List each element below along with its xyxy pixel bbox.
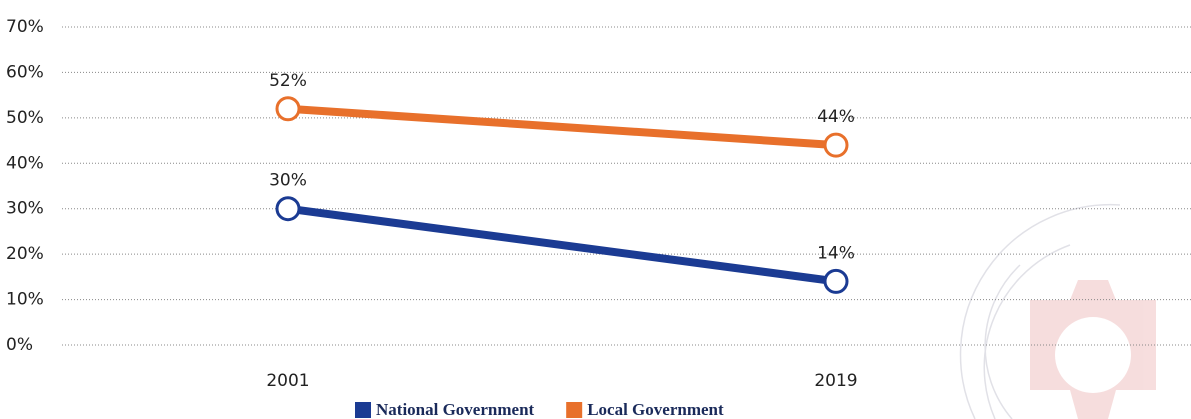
y-tick-label: 70% xyxy=(6,17,44,37)
y-tick-label: 20% xyxy=(6,244,44,264)
legend-label: National Government xyxy=(376,400,535,419)
y-tick-label: 30% xyxy=(6,199,44,219)
data-label: 30% xyxy=(269,171,307,191)
data-label: 14% xyxy=(817,243,855,263)
data-label: 52% xyxy=(269,71,307,91)
y-tick-label: 60% xyxy=(6,62,44,82)
x-tick-label: 2001 xyxy=(266,371,309,391)
point xyxy=(275,196,301,222)
legend-label: Local Government xyxy=(587,400,724,419)
y-tick-label: 50% xyxy=(6,108,44,128)
point xyxy=(823,268,849,294)
legend-swatch xyxy=(355,402,371,418)
x-tick-label: 2019 xyxy=(814,371,857,391)
y-tick-label: 40% xyxy=(6,153,44,173)
legend-swatch xyxy=(566,402,583,418)
point xyxy=(823,132,849,158)
y-tick-label: 0% xyxy=(6,335,33,355)
series-line xyxy=(287,104,837,150)
decoration xyxy=(959,203,1156,419)
data-label: 44% xyxy=(817,107,855,127)
point xyxy=(275,96,301,122)
series-line xyxy=(287,204,837,286)
y-tick-label: 10% xyxy=(6,290,44,310)
